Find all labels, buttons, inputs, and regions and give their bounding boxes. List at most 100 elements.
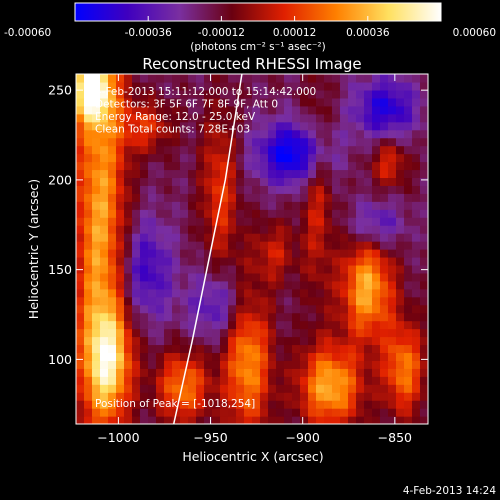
heatmap-cell (188, 89, 197, 99)
heatmap-cell (180, 360, 189, 369)
heatmap-cell (108, 416, 117, 424)
heatmap-cell (164, 233, 173, 242)
heatmap-cell (316, 304, 325, 314)
heatmap-cell (108, 217, 117, 226)
heatmap-cell (196, 74, 205, 83)
heatmap-cell (172, 97, 181, 107)
heatmap-cell (284, 280, 293, 290)
heatmap-cell (332, 153, 341, 163)
heatmap-cell (108, 352, 117, 361)
heatmap-cell (140, 241, 149, 250)
heatmap-cell (132, 400, 141, 409)
heatmap-cell (148, 256, 157, 266)
heatmap-cell (420, 328, 428, 338)
heatmap-cell (284, 408, 293, 417)
heatmap-cell (268, 304, 277, 314)
heatmap-cell (220, 376, 229, 385)
heatmap-cell (396, 320, 405, 330)
heatmap-cell (140, 249, 149, 258)
heatmap-cell (124, 368, 133, 377)
heatmap-cell (204, 169, 213, 179)
heatmap-cell (100, 137, 109, 147)
heatmap-cell (420, 408, 428, 417)
heatmap-cell (404, 241, 413, 250)
heatmap-cell (76, 169, 85, 179)
heatmap-cell (308, 256, 317, 266)
heatmap-cell (84, 193, 93, 202)
heatmap-cell (268, 193, 277, 202)
heatmap-cell (276, 384, 285, 393)
heatmap-cell (244, 408, 253, 417)
heatmap-cell (84, 185, 93, 194)
heatmap-cell (92, 97, 101, 107)
heatmap-cell (420, 392, 428, 401)
heatmap-cell (156, 392, 165, 401)
heatmap-cell (380, 105, 389, 115)
heatmap-cell (92, 121, 101, 131)
heatmap-cell (396, 169, 405, 179)
heatmap-cell (180, 161, 189, 171)
heatmap-cell (164, 177, 173, 186)
heatmap-cell (108, 233, 117, 242)
heatmap-cell (116, 264, 125, 274)
heatmap-cell (196, 360, 205, 369)
heatmap-cell (204, 177, 213, 186)
heatmap-cell (252, 336, 261, 346)
heatmap-cell (332, 272, 341, 282)
heatmap-cell (100, 264, 109, 274)
heatmap-cell (172, 145, 181, 155)
heatmap-cell (372, 352, 381, 361)
heatmap-cell (92, 360, 101, 369)
heatmap-cell (420, 225, 428, 234)
heatmap-cell (172, 225, 181, 234)
heatmap-cell (220, 129, 229, 139)
heatmap-cell (212, 161, 221, 171)
heatmap-cell (324, 376, 333, 385)
heatmap-cell (292, 336, 301, 346)
heatmap-cell (364, 209, 373, 218)
heatmap-cell (340, 376, 349, 385)
heatmap-cell (116, 217, 125, 226)
heatmap-cell (324, 81, 333, 91)
heatmap-cell (324, 249, 333, 258)
heatmap-cell (204, 201, 213, 210)
heatmap-cell (116, 376, 125, 385)
heatmap-cell (156, 185, 165, 194)
annotation-line: Detectors: 3F 5F 6F 7F 8F 9F, Att 0 (95, 99, 278, 111)
heatmap-cell (108, 400, 117, 409)
heatmap-cell (140, 185, 149, 194)
heatmap-cell (116, 352, 125, 361)
heatmap-cell (292, 344, 301, 354)
heatmap-cell (124, 384, 133, 393)
heatmap-cell (196, 416, 205, 424)
heatmap-cell (300, 384, 309, 393)
heatmap-cell (252, 400, 261, 409)
heatmap-cell (100, 129, 109, 139)
heatmap-cell (92, 209, 101, 218)
heatmap-cell (324, 256, 333, 266)
heatmap-cell (140, 360, 149, 369)
heatmap-cell (404, 368, 413, 377)
heatmap-cell (84, 272, 93, 282)
heatmap-cell (380, 336, 389, 346)
heatmap-cell (316, 225, 325, 234)
heatmap-cell (188, 312, 197, 322)
heatmap-cell (148, 296, 157, 306)
heatmap-cell (380, 129, 389, 139)
heatmap-cell (84, 368, 93, 377)
heatmap-cell (300, 177, 309, 186)
heatmap-cell (340, 201, 349, 210)
heatmap-cell (324, 296, 333, 306)
heatmap-cell (284, 304, 293, 314)
heatmap-cell (140, 209, 149, 218)
heatmap-cell (380, 416, 389, 424)
heatmap-cell (212, 193, 221, 202)
heatmap-cell (204, 105, 213, 115)
heatmap-cell (124, 288, 133, 298)
heatmap-cell (276, 264, 285, 274)
heatmap-cell (372, 105, 381, 115)
heatmap-cell (308, 249, 317, 258)
heatmap-cell (324, 177, 333, 186)
heatmap-cell (412, 193, 421, 202)
heatmap-cell (420, 185, 428, 194)
